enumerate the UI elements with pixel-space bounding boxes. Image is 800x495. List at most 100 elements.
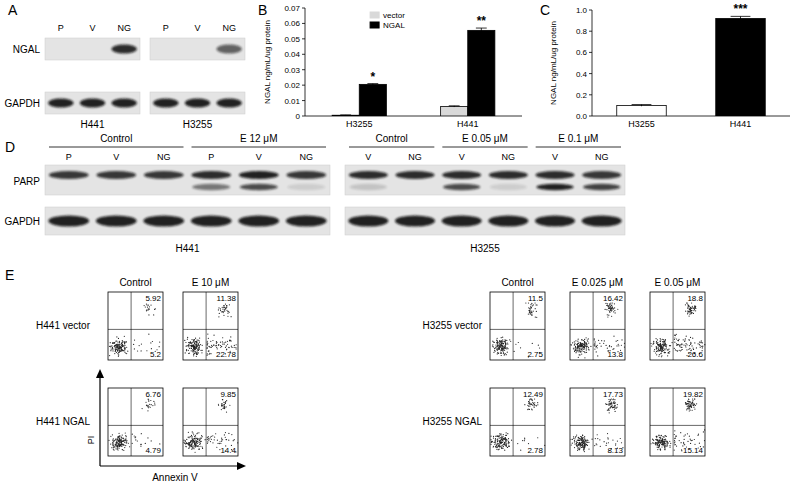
event-dot — [116, 345, 117, 346]
y-tick-label: 0.05 — [284, 35, 300, 44]
event-dot — [208, 438, 209, 439]
event-dot — [500, 433, 501, 434]
event-dot — [501, 439, 502, 440]
event-dot — [124, 351, 125, 352]
event-dot — [117, 347, 118, 348]
event-dot — [676, 334, 677, 335]
event-dot — [210, 353, 211, 354]
event-dot — [654, 351, 655, 352]
event-dot — [608, 305, 609, 306]
event-dot — [501, 337, 502, 338]
event-dot — [218, 316, 219, 317]
event-dot — [506, 340, 507, 341]
event-dot — [575, 350, 576, 351]
event-dot — [583, 344, 584, 345]
event-dot — [195, 444, 196, 445]
quadrant-line — [650, 329, 705, 330]
legend-label: vector — [383, 11, 405, 20]
event-dot — [660, 348, 661, 349]
event-dot — [679, 345, 680, 346]
event-dot — [503, 343, 504, 344]
event-dot — [689, 348, 690, 349]
event-dot — [490, 444, 491, 445]
lane-label: V — [89, 23, 95, 33]
event-dot — [498, 443, 499, 444]
event-dot — [193, 346, 194, 347]
event-dot — [199, 440, 200, 441]
event-dot — [116, 443, 117, 444]
event-dot — [197, 443, 198, 444]
event-dot — [224, 434, 225, 435]
y-axis — [592, 10, 593, 116]
event-dot — [189, 353, 190, 354]
event-dot — [694, 308, 695, 309]
event-dot — [690, 310, 691, 311]
event-dot — [501, 348, 502, 349]
event-dot — [188, 346, 189, 347]
event-dot — [528, 310, 529, 311]
event-dot — [213, 344, 214, 345]
event-dot — [499, 343, 500, 344]
event-dot — [115, 347, 116, 348]
event-dot — [197, 349, 198, 350]
event-dot — [194, 346, 195, 347]
event-dot — [116, 336, 117, 337]
event-dot — [498, 347, 499, 348]
event-dot — [701, 340, 702, 341]
event-dot — [583, 346, 584, 347]
event-dot — [687, 310, 688, 311]
event-dot — [117, 346, 118, 347]
event-dot — [497, 340, 498, 341]
event-dot — [499, 441, 500, 442]
event-dot — [190, 341, 191, 342]
event-dot — [497, 348, 498, 349]
event-dot — [117, 439, 118, 440]
event-dot — [195, 347, 196, 348]
event-dot — [225, 347, 226, 348]
event-dot — [575, 347, 576, 348]
event-dot — [610, 310, 611, 311]
event-dot — [110, 346, 111, 347]
event-dot — [211, 436, 212, 437]
event-dot — [684, 341, 685, 342]
event-dot — [196, 438, 197, 439]
quadrant-value: 5.2 — [150, 350, 162, 359]
event-dot — [581, 346, 582, 347]
event-dot — [117, 444, 118, 445]
band — [582, 216, 622, 227]
event-dot — [198, 347, 199, 348]
event-dot — [508, 443, 509, 444]
event-dot — [669, 351, 670, 352]
blot-background — [150, 38, 245, 60]
event-dot — [153, 314, 154, 315]
event-dot — [624, 346, 625, 347]
event-dot — [113, 438, 114, 439]
event-dot — [576, 351, 577, 352]
event-dot — [612, 306, 613, 307]
y-axis — [305, 8, 306, 116]
event-dot — [194, 445, 195, 446]
event-dot — [503, 438, 504, 439]
group-underline — [442, 147, 527, 148]
event-dot — [581, 344, 582, 345]
event-dot — [207, 443, 208, 444]
row-label: H3255 NGAL — [423, 416, 483, 427]
event-dot — [185, 446, 186, 447]
event-dot — [583, 440, 584, 441]
event-dot — [196, 342, 197, 343]
event-dot — [189, 447, 190, 448]
row-label: H3255 vector — [423, 320, 483, 331]
event-dot — [680, 350, 681, 351]
event-dot — [594, 339, 595, 340]
event-dot — [188, 432, 189, 433]
event-dot — [662, 347, 663, 348]
event-dot — [608, 306, 609, 307]
event-dot — [601, 346, 602, 347]
event-dot — [694, 305, 695, 306]
event-dot — [227, 344, 228, 345]
blot-background — [45, 207, 330, 235]
event-dot — [195, 446, 196, 447]
bar — [441, 106, 468, 116]
event-dot — [116, 441, 117, 442]
event-dot — [192, 342, 193, 343]
